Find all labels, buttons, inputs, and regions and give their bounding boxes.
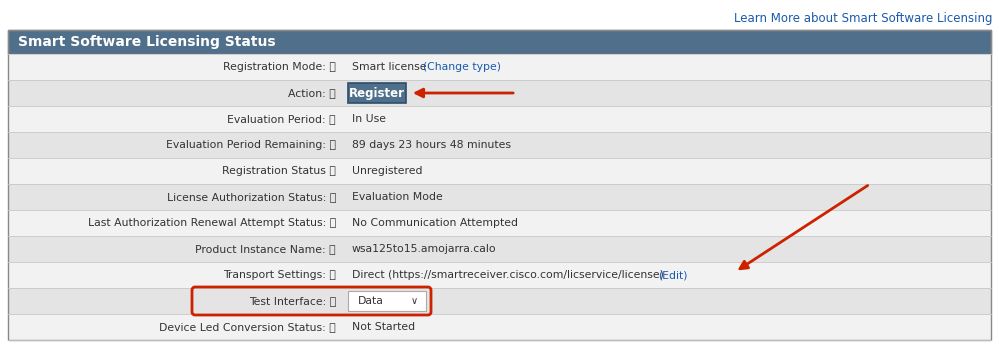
Text: Evaluation Mode: Evaluation Mode — [352, 192, 443, 202]
Text: wsa125to15.amojarra.calo: wsa125to15.amojarra.calo — [352, 244, 497, 254]
Text: Data: Data — [358, 296, 384, 306]
Bar — [8, 184, 991, 210]
Bar — [8, 158, 991, 184]
Bar — [8, 80, 991, 106]
Text: 89 days 23 hours 48 minutes: 89 days 23 hours 48 minutes — [352, 140, 511, 150]
Text: Smart license: Smart license — [352, 62, 430, 72]
Text: Product Instance Name: ⓘ: Product Instance Name: ⓘ — [196, 244, 336, 254]
Text: Learn More about Smart Software Licensing: Learn More about Smart Software Licensin… — [733, 12, 992, 25]
Text: Evaluation Period: ⓘ: Evaluation Period: ⓘ — [228, 114, 336, 124]
Bar — [8, 54, 991, 80]
Bar — [348, 291, 426, 311]
Text: Direct (https://smartreceiver.cisco.com/licservice/license): Direct (https://smartreceiver.cisco.com/… — [352, 270, 667, 280]
Bar — [348, 83, 406, 103]
Bar — [8, 288, 991, 314]
Text: Last Authorization Renewal Attempt Status: ⓘ: Last Authorization Renewal Attempt Statu… — [88, 218, 336, 228]
Text: License Authorization Status: ⓘ: License Authorization Status: ⓘ — [167, 192, 336, 202]
Text: Action: ⓘ: Action: ⓘ — [289, 88, 336, 98]
Bar — [8, 314, 991, 340]
Text: Unregistered: Unregistered — [352, 166, 423, 176]
Text: Registration Mode: ⓘ: Registration Mode: ⓘ — [223, 62, 336, 72]
Text: No Communication Attempted: No Communication Attempted — [352, 218, 518, 228]
Bar — [8, 106, 991, 132]
Bar — [8, 30, 991, 54]
Bar — [8, 30, 991, 340]
Text: (Change type): (Change type) — [424, 62, 501, 72]
Text: Test Interface: ⓘ: Test Interface: ⓘ — [249, 296, 336, 306]
Bar — [8, 262, 991, 288]
Bar — [8, 210, 991, 236]
Text: ∨: ∨ — [411, 296, 418, 306]
Text: Transport Settings: ⓘ: Transport Settings: ⓘ — [223, 270, 336, 280]
Text: Device Led Conversion Status: ⓘ: Device Led Conversion Status: ⓘ — [159, 322, 336, 332]
Text: Not Started: Not Started — [352, 322, 416, 332]
Bar — [8, 132, 991, 158]
Text: Register: Register — [349, 86, 405, 99]
Text: Registration Status ⓘ: Registration Status ⓘ — [222, 166, 336, 176]
Text: Smart Software Licensing Status: Smart Software Licensing Status — [18, 35, 276, 49]
Text: In Use: In Use — [352, 114, 386, 124]
Text: Evaluation Period Remaining: ⓘ: Evaluation Period Remaining: ⓘ — [166, 140, 336, 150]
Bar — [8, 236, 991, 262]
Text: (Edit): (Edit) — [658, 270, 687, 280]
